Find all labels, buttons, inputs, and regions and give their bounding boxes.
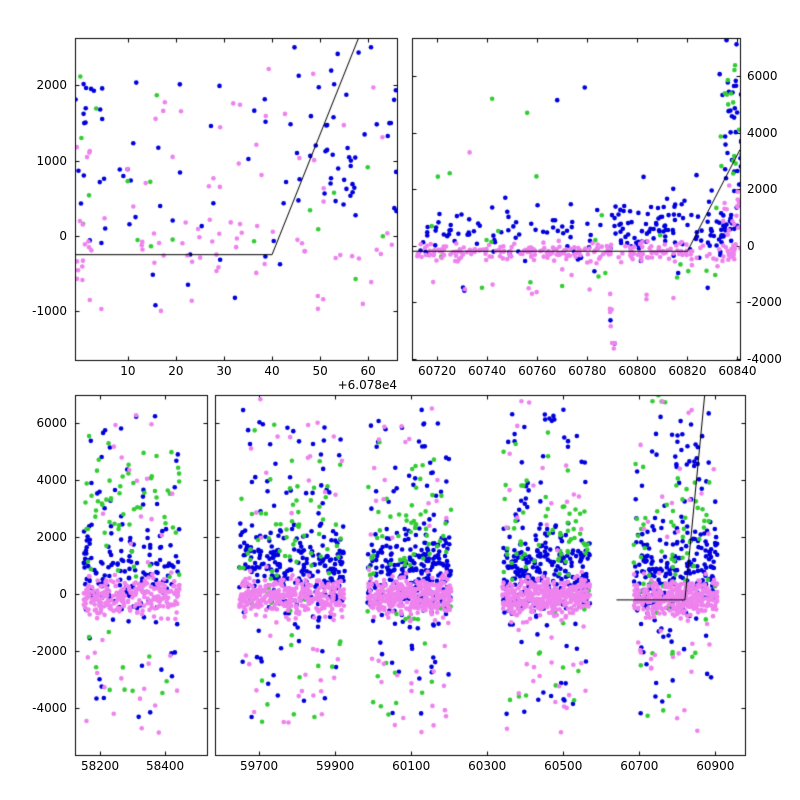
- y-tick-label: 2000: [36, 530, 67, 545]
- y-tick-label: 6000: [36, 416, 67, 431]
- y-tick-label: 2000: [36, 78, 67, 93]
- x-tick-label: 58400: [145, 759, 185, 773]
- x-tick-label: 60720: [417, 364, 457, 378]
- x-tick-label: 60: [360, 364, 376, 378]
- x-tick-label: 59900: [316, 759, 355, 773]
- x-tick-label: 50: [312, 364, 328, 378]
- x-tick-label: 60840: [718, 364, 757, 378]
- x-tick-label: 20: [168, 364, 184, 378]
- y-tick-label: 0: [747, 238, 755, 253]
- y-tick-label: -1000: [32, 304, 67, 319]
- y-tick-label: 2000: [747, 182, 778, 197]
- y-tick-label: 0: [59, 228, 67, 243]
- y-tick-label: 4000: [747, 125, 778, 140]
- x-tick-label: 60800: [618, 364, 657, 378]
- x-tick-label: 60740: [468, 364, 507, 378]
- y-tick-label: -2000: [32, 644, 67, 659]
- x-tick-label: 60300: [468, 759, 507, 773]
- y-tick-label: 0: [59, 587, 67, 602]
- y-tick-label: 4000: [36, 473, 67, 488]
- x-tick-label: 60780: [568, 364, 607, 378]
- y-tick-label: -4000: [32, 701, 67, 716]
- y-tick-label: -2000: [747, 295, 782, 310]
- y-tick-label: 1000: [36, 153, 67, 168]
- x-tick-label: 58200: [80, 759, 120, 773]
- x-tick-label: 59700: [240, 759, 279, 773]
- x-tick-label: 60760: [518, 364, 557, 378]
- x-tick-label: 30: [216, 364, 232, 378]
- x-tick-label: 60900: [696, 759, 735, 773]
- x-tick-label: 10: [120, 364, 136, 378]
- x-tick-label: 60100: [392, 759, 431, 773]
- x-tick-label: 60500: [544, 759, 583, 773]
- x-axis-offset-label: +6.078e4: [337, 378, 397, 392]
- y-tick-label: 6000: [747, 69, 778, 84]
- x-tick-label: 60820: [668, 364, 707, 378]
- x-tick-label: 60700: [620, 759, 659, 773]
- y-tick-label: -4000: [747, 351, 782, 366]
- x-tick-label: 40: [264, 364, 280, 378]
